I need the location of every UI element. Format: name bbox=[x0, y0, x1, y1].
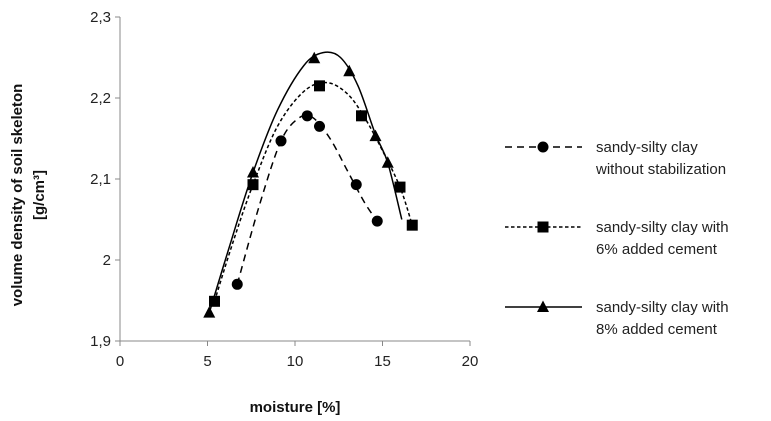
legend-item: sandy-silty clay without stabilization bbox=[505, 139, 726, 178]
data-point-triangle bbox=[203, 306, 216, 318]
y-axis-title: volume density of soil skeleton [g/cm³] bbox=[9, 84, 48, 307]
x-tick-label: 10 bbox=[287, 353, 304, 370]
legend-marker-square bbox=[537, 221, 549, 233]
x-tick-label: 20 bbox=[462, 353, 479, 370]
data-point-triangle bbox=[308, 51, 321, 64]
legend-marker-triangle bbox=[537, 300, 549, 312]
data-point-triangle bbox=[381, 156, 394, 168]
y-tick-label: 2,2 bbox=[90, 90, 111, 107]
data-point-square bbox=[247, 179, 259, 191]
series-line-square bbox=[213, 81, 414, 302]
data-point-circle bbox=[350, 179, 362, 191]
data-point-triangle bbox=[343, 64, 356, 77]
data-point-square bbox=[394, 181, 406, 193]
data-point-circle bbox=[371, 215, 383, 227]
y-axis-title-line2: [g/cm³] bbox=[31, 170, 48, 220]
legend-item: sandy-silty clay with 6% added cement bbox=[505, 219, 729, 258]
data-point-circle bbox=[301, 110, 313, 122]
y-axis-title-line1: volume density of soil skeleton bbox=[9, 84, 26, 307]
series-markers bbox=[203, 51, 418, 318]
data-point-square bbox=[406, 219, 418, 231]
legend-label-line2: 8% added cement bbox=[596, 321, 718, 338]
axes bbox=[115, 16, 471, 346]
data-point-triangle bbox=[247, 166, 259, 178]
legend-label-line2: without stabilization bbox=[595, 161, 726, 178]
data-point-square bbox=[356, 110, 367, 122]
y-tick-label: 2,3 bbox=[90, 9, 111, 26]
data-point-circle bbox=[275, 135, 287, 147]
legend-marker-circle bbox=[537, 141, 549, 153]
y-tick-label: 1,9 bbox=[90, 333, 111, 350]
legend-label-line1: sandy-silty clay bbox=[596, 139, 698, 156]
series-line-triangle bbox=[208, 51, 403, 313]
tick-labels: 0 5 10 15 20 1,9 2 2,1 2,2 2,3 bbox=[90, 9, 478, 370]
y-tick-label: 2,1 bbox=[90, 171, 111, 188]
data-point-square bbox=[209, 295, 220, 307]
legend-label-line1: sandy-silty clay with bbox=[596, 299, 729, 316]
x-tick-label: 15 bbox=[374, 353, 391, 370]
data-point-square bbox=[314, 80, 325, 92]
legend-item: sandy-silty clay with 8% added cement bbox=[505, 299, 729, 338]
data-point-triangle bbox=[369, 129, 382, 142]
x-axis-title: moisture [%] bbox=[250, 399, 341, 416]
series-curves bbox=[208, 51, 414, 313]
legend-label-line2: 6% added cement bbox=[596, 241, 718, 258]
series-line-circle bbox=[236, 114, 378, 285]
x-tick-label: 5 bbox=[203, 353, 211, 370]
data-point-circle bbox=[231, 278, 243, 290]
data-point-circle bbox=[314, 120, 325, 132]
x-tick-label: 0 bbox=[116, 353, 124, 370]
y-tick-label: 2 bbox=[103, 252, 111, 269]
legend-label-line1: sandy-silty clay with bbox=[596, 219, 729, 236]
